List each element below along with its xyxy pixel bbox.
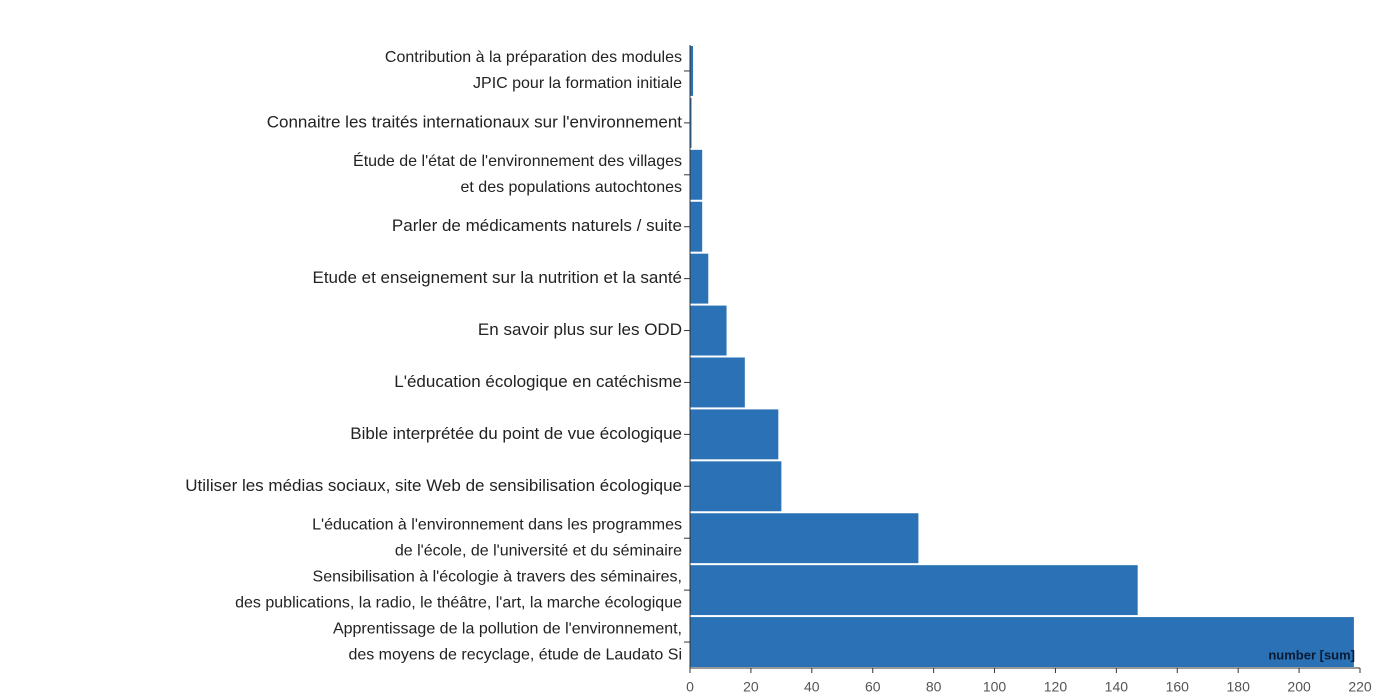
category-label: Sensibilisation à l'écologie à travers d… xyxy=(313,568,682,585)
annotation: number [sum] xyxy=(1268,647,1355,662)
bar xyxy=(690,149,703,200)
category-label: Utiliser les médias sociaux, site Web de… xyxy=(185,476,682,495)
category-label: Etude et enseignement sur la nutrition e… xyxy=(312,268,682,287)
x-tick-label: 80 xyxy=(926,679,942,695)
x-tick-label: 140 xyxy=(1105,679,1129,695)
bar xyxy=(690,513,919,564)
category-label: JPIC pour la formation initiale xyxy=(473,75,682,92)
category-label: et des populations autochtones xyxy=(461,179,683,196)
bar xyxy=(690,461,782,512)
x-tick-label: 180 xyxy=(1227,679,1251,695)
bar xyxy=(690,617,1354,667)
bar xyxy=(690,253,709,304)
category-label: des moyens de recyclage, étude de Laudat… xyxy=(348,646,682,663)
x-tick-label: 100 xyxy=(983,679,1007,695)
category-label: Contribution à la préparation des module… xyxy=(385,49,682,66)
category-label: L'éducation à l'environnement dans les p… xyxy=(312,516,682,533)
bar xyxy=(690,201,703,252)
category-label: des publications, la radio, le théâtre, … xyxy=(235,594,682,611)
category-label: Connaitre les traités internationaux sur… xyxy=(267,112,683,131)
bar xyxy=(690,409,779,460)
x-tick-label: 200 xyxy=(1287,679,1311,695)
x-tick-label: 0 xyxy=(686,679,694,695)
x-tick-label: 60 xyxy=(865,679,881,695)
x-tick-label: 160 xyxy=(1166,679,1190,695)
category-label: Étude de l'état de l'environnement des v… xyxy=(353,151,682,170)
bar xyxy=(690,357,745,408)
bar xyxy=(690,46,694,96)
x-tick-label: 220 xyxy=(1348,679,1372,695)
bar xyxy=(690,565,1138,616)
x-tick-label: 40 xyxy=(804,679,820,695)
category-label: En savoir plus sur les ODD xyxy=(478,320,682,339)
category-label: Bible interprétée du point de vue écolog… xyxy=(350,424,682,443)
category-label: Apprentissage de la pollution de l'envir… xyxy=(333,620,682,637)
bar xyxy=(690,305,727,356)
category-label: L'éducation écologique en catéchisme xyxy=(394,372,682,391)
x-tick-label: 20 xyxy=(743,679,759,695)
bar xyxy=(690,97,692,148)
category-label: de l'école, de l'université et du sémina… xyxy=(395,542,682,559)
category-label: Parler de médicaments naturels / suite xyxy=(392,216,682,235)
x-tick-label: 120 xyxy=(1044,679,1068,695)
